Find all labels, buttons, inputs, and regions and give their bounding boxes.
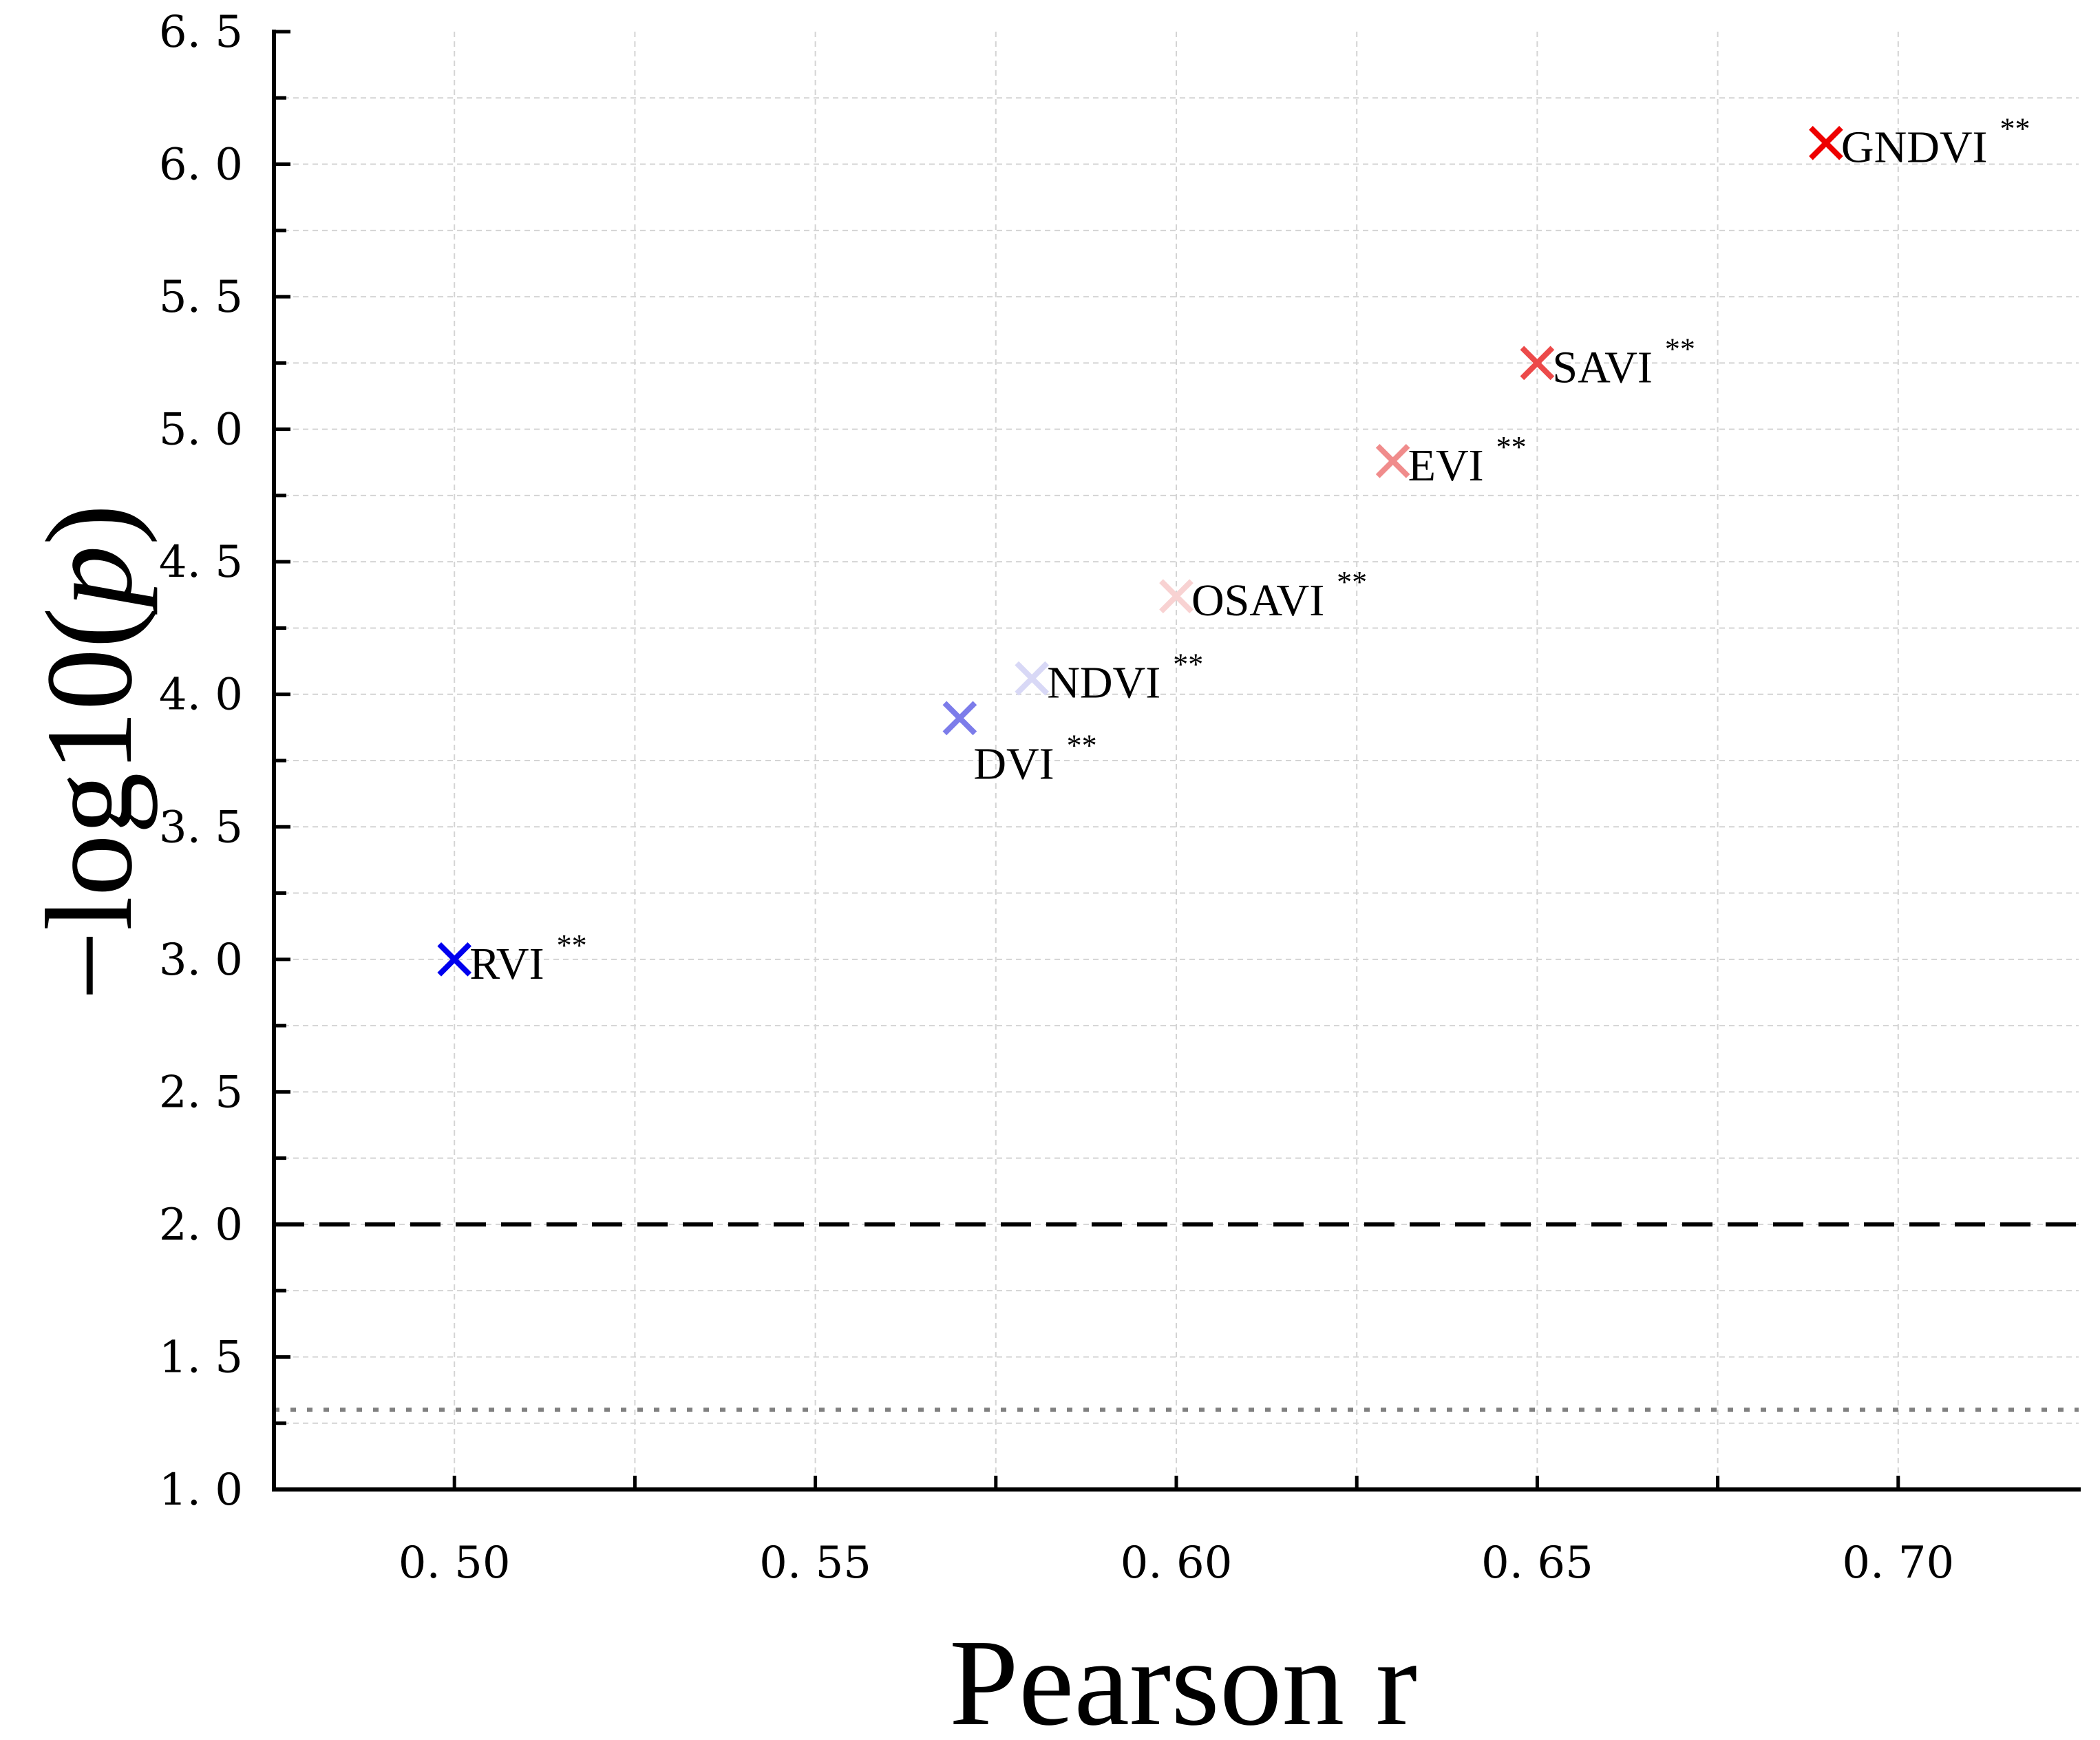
x-marker-stroke: [1375, 444, 1410, 478]
y-tick-label: 6. 0: [159, 140, 243, 191]
y-axis-title-prefix: −log10(: [21, 607, 158, 1000]
svg-text:−log10(p): −log10(p): [21, 504, 158, 1000]
point-label-gndvi: GNDVI: [1841, 123, 1988, 173]
y-tick-label: 5. 5: [159, 272, 243, 323]
point-label-dvi: DVI: [973, 739, 1054, 789]
x-marker-stroke: [1809, 125, 1843, 160]
y-axis-title: −log10(p): [21, 504, 158, 1000]
significance-stars: **: [557, 929, 587, 962]
y-tick-label: 1. 5: [159, 1332, 243, 1383]
point-label-ndvi: NDVI: [1047, 658, 1160, 708]
ticks: 0. 50 0. 55 0. 60 0. 65 0. 70 1. 0 1. 5 2. 0 2. …: [159, 7, 1954, 1589]
x-tick-label: 0. 70: [1842, 1538, 1954, 1589]
y-tick-label: 4. 0: [159, 670, 243, 721]
data-point-osavi: OSAVI **: [1159, 565, 1367, 626]
y-tick-label: 4. 5: [159, 537, 243, 588]
x-tick-label: 0. 50: [399, 1538, 511, 1589]
data-point-ndvi: NDVI **: [1015, 648, 1203, 708]
x-tick-label: 0. 55: [759, 1538, 871, 1589]
significance-stars: **: [1173, 648, 1203, 681]
data-point-rvi: RVI **: [437, 929, 587, 989]
y-tick-label: 3. 5: [159, 802, 243, 853]
y-tick-label: 5. 0: [159, 405, 243, 456]
y-tick-label: 2. 5: [159, 1067, 243, 1118]
x-marker-stroke: [1015, 661, 1050, 696]
x-marker-stroke: [437, 942, 472, 977]
data-point-dvi: DVI **: [942, 701, 1097, 789]
significance-stars: **: [1067, 728, 1097, 762]
x-tick-label: 0. 60: [1121, 1538, 1233, 1589]
y-tick-label: 6. 5: [159, 7, 243, 58]
data-point-gndvi: GNDVI **: [1809, 112, 2030, 173]
x-tick-label: 0. 65: [1481, 1538, 1593, 1589]
x-axis-title: Pearson r: [949, 1614, 1417, 1740]
significance-stars: **: [2000, 112, 2030, 146]
significance-stars: **: [1337, 565, 1367, 599]
point-label-osavi: OSAVI: [1191, 575, 1324, 626]
point-label-evi: EVI: [1408, 441, 1484, 491]
significance-stars: **: [1665, 332, 1695, 365]
x-marker-stroke: [1520, 346, 1555, 381]
grid: [274, 32, 2079, 1489]
y-tick-label: 3. 0: [159, 935, 243, 986]
y-tick-label: 1. 0: [159, 1465, 243, 1516]
x-marker-stroke: [942, 701, 977, 736]
x-marker-stroke: [1159, 579, 1194, 614]
point-label-rvi: RVI: [469, 939, 544, 989]
point-label-savi: SAVI: [1552, 342, 1653, 392]
reference-lines: [274, 1222, 2079, 1412]
y-axis-title-variable: p: [21, 545, 158, 615]
y-tick-label: 2. 0: [159, 1200, 243, 1251]
significance-stars: **: [1496, 430, 1527, 464]
data-point-evi: EVI **: [1375, 430, 1527, 491]
data-points: RVI ** DVI ** NDVI ** OSAVI ** EVI ** SAVI ** GNDVI *…: [437, 112, 2030, 989]
data-point-savi: SAVI **: [1520, 332, 1695, 392]
y-axis-title-suffix: ): [21, 504, 158, 545]
